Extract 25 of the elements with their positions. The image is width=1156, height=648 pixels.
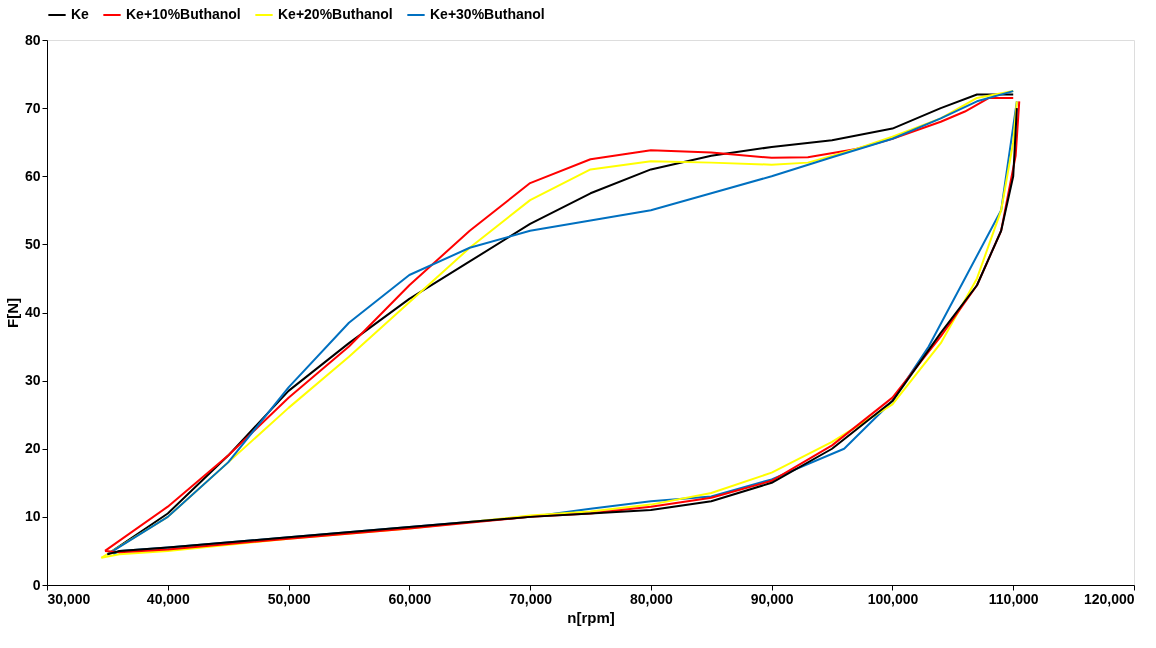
legend-label: Ke+10%Buthanol	[126, 6, 241, 22]
x-tick-label: 30,000	[47, 590, 91, 607]
x-tick-label: 60,000	[388, 590, 432, 607]
y-tick-label: 80	[24, 31, 41, 48]
y-tick-label: 40	[24, 304, 41, 320]
x-tick-label: 90,000	[750, 590, 794, 607]
x-tick-label: 50,000	[267, 590, 311, 607]
y-tick-label: 30	[24, 372, 41, 389]
x-tick-label: 100,000	[867, 590, 919, 607]
legend-label: Ke+30%Buthanol	[430, 6, 545, 22]
y-tick-label: 50	[24, 235, 41, 252]
y-axis-title: F[N]	[3, 298, 21, 328]
y-tick-label: 20	[24, 440, 41, 457]
x-axis-title: n[rpm]	[567, 608, 615, 626]
x-tick-label: 110,000	[988, 590, 1039, 607]
x-tick-label: 80,000	[629, 590, 674, 607]
x-tick-label: 120,000	[1083, 590, 1135, 607]
x-tick-label: 40,000	[146, 590, 190, 607]
y-tick-label: 10	[24, 508, 41, 525]
y-tick-label: 0	[32, 576, 41, 593]
y-tick-label: 60	[24, 167, 41, 184]
legend-label: Ke	[71, 6, 90, 22]
y-tick-label: 70	[24, 99, 41, 116]
legend-label: Ke+20%Buthanol	[278, 6, 393, 22]
x-tick-label: 70,000	[509, 590, 553, 607]
